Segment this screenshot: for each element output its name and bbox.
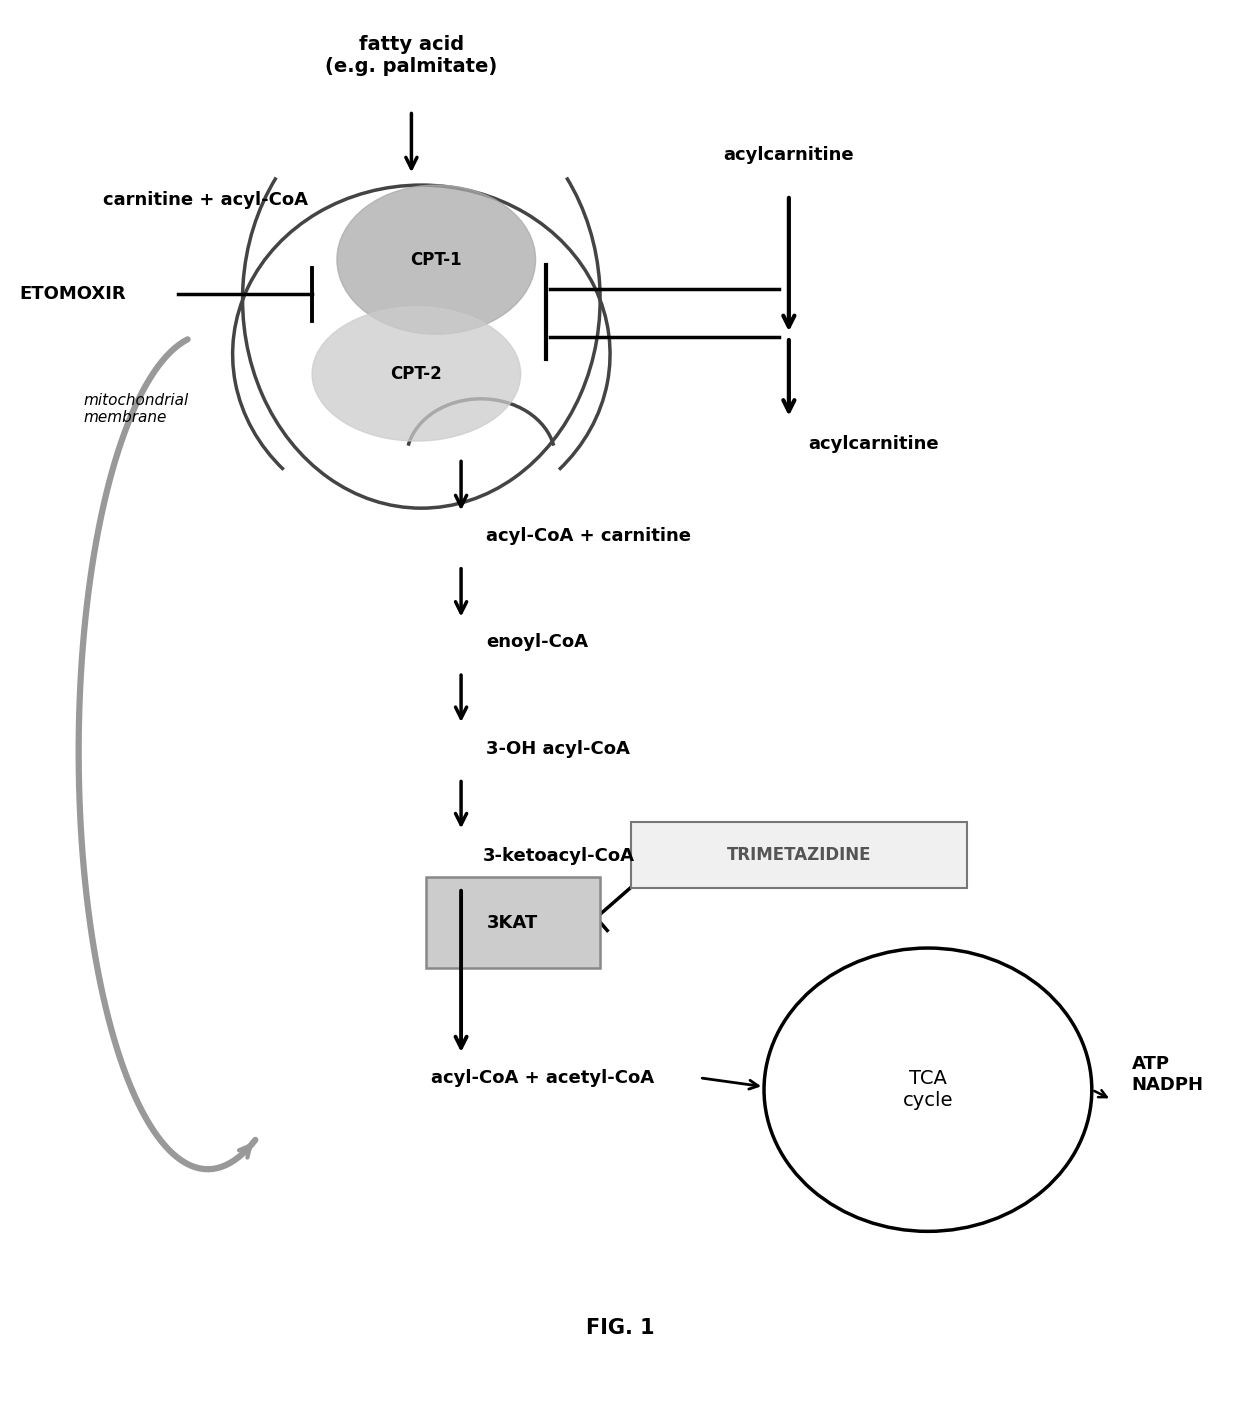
Text: fatty acid
(e.g. palmitate): fatty acid (e.g. palmitate) — [325, 35, 497, 76]
Text: 3KAT: 3KAT — [487, 913, 538, 931]
Text: FIG. 1: FIG. 1 — [585, 1318, 655, 1338]
Text: acyl-CoA + acetyl-CoA: acyl-CoA + acetyl-CoA — [432, 1069, 655, 1086]
FancyBboxPatch shape — [427, 877, 600, 968]
Text: CPT-2: CPT-2 — [391, 364, 443, 383]
Ellipse shape — [337, 186, 536, 335]
FancyBboxPatch shape — [631, 822, 967, 888]
Ellipse shape — [764, 948, 1091, 1231]
Text: TRIMETAZIDINE: TRIMETAZIDINE — [727, 846, 870, 864]
Ellipse shape — [312, 307, 521, 440]
Text: TCA
cycle: TCA cycle — [903, 1069, 954, 1110]
Text: 3-ketoacyl-CoA: 3-ketoacyl-CoA — [482, 847, 635, 865]
Text: CPT-1: CPT-1 — [410, 250, 463, 269]
Text: ATP
NADPH: ATP NADPH — [1132, 1055, 1204, 1095]
Text: mitochondrial
membrane: mitochondrial membrane — [83, 393, 188, 425]
Text: acylcarnitine: acylcarnitine — [808, 435, 940, 453]
Text: ETOMOXIR: ETOMOXIR — [19, 286, 125, 304]
Text: acylcarnitine: acylcarnitine — [724, 146, 854, 165]
Text: enoyl-CoA: enoyl-CoA — [486, 633, 588, 651]
Text: 3-OH acyl-CoA: 3-OH acyl-CoA — [486, 740, 630, 758]
Text: carnitine + acyl-CoA: carnitine + acyl-CoA — [103, 191, 309, 210]
Text: acyl-CoA + carnitine: acyl-CoA + carnitine — [486, 528, 691, 545]
